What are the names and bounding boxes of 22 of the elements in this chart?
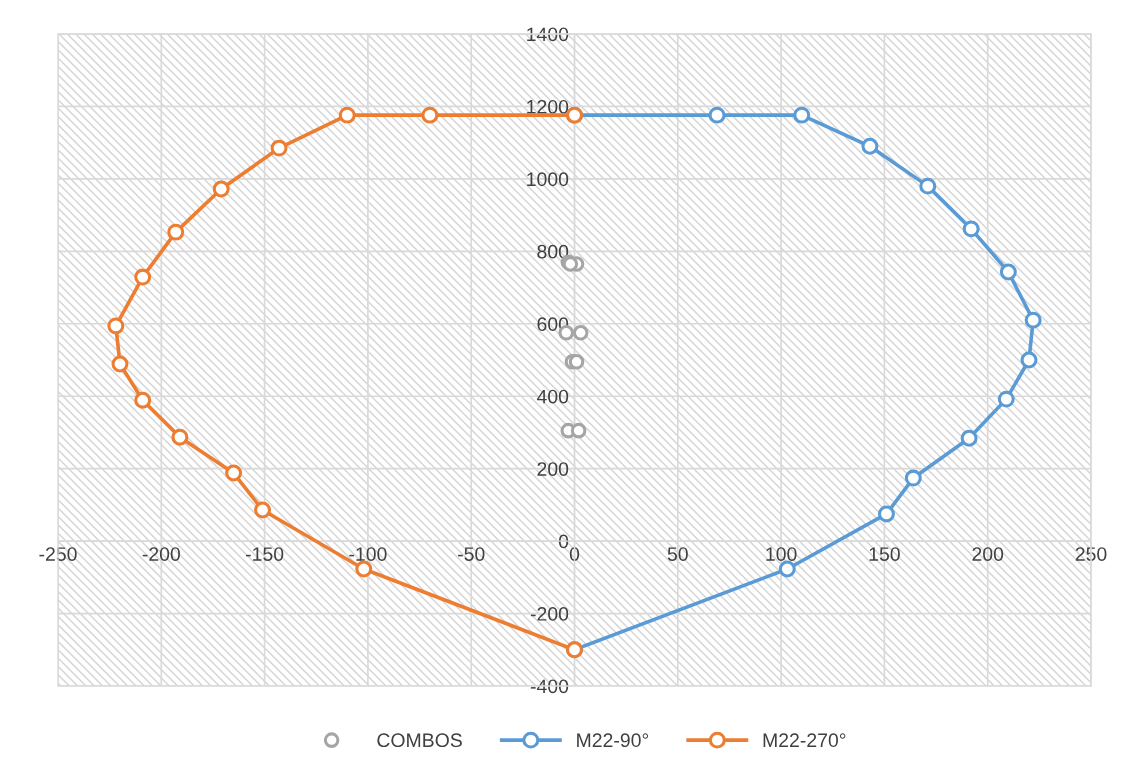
y-tick-label: 800	[537, 244, 569, 259]
y-tick-label: -200	[530, 607, 569, 621]
y-tick-label: 1400	[527, 27, 569, 42]
y-tick-label: 1000	[527, 172, 569, 187]
x-tick-label: -250	[39, 547, 77, 561]
x-tick-label: -150	[246, 547, 284, 561]
legend-label: COMBOS	[377, 733, 462, 748]
legend-label: M22-90°	[577, 733, 649, 748]
y-tick-label: 1200	[527, 99, 569, 114]
x-tick-label: -50	[458, 547, 485, 561]
y-tick-label: 400	[536, 389, 569, 404]
x-tick-label: 150	[869, 547, 900, 561]
x-tick-label: -200	[142, 547, 180, 561]
x-tick-label: 250	[1075, 547, 1107, 561]
legend-label: M22-270°	[763, 733, 846, 748]
y-tick-label: 200	[537, 462, 569, 476]
x-tick-label: 50	[667, 547, 688, 561]
y-tick-label: 0	[558, 534, 569, 549]
x-tick-label: -100	[349, 547, 387, 561]
x-tick-label: 100	[766, 547, 797, 561]
x-tick-label: 200	[972, 547, 1004, 561]
y-tick-label: -400	[530, 679, 569, 694]
